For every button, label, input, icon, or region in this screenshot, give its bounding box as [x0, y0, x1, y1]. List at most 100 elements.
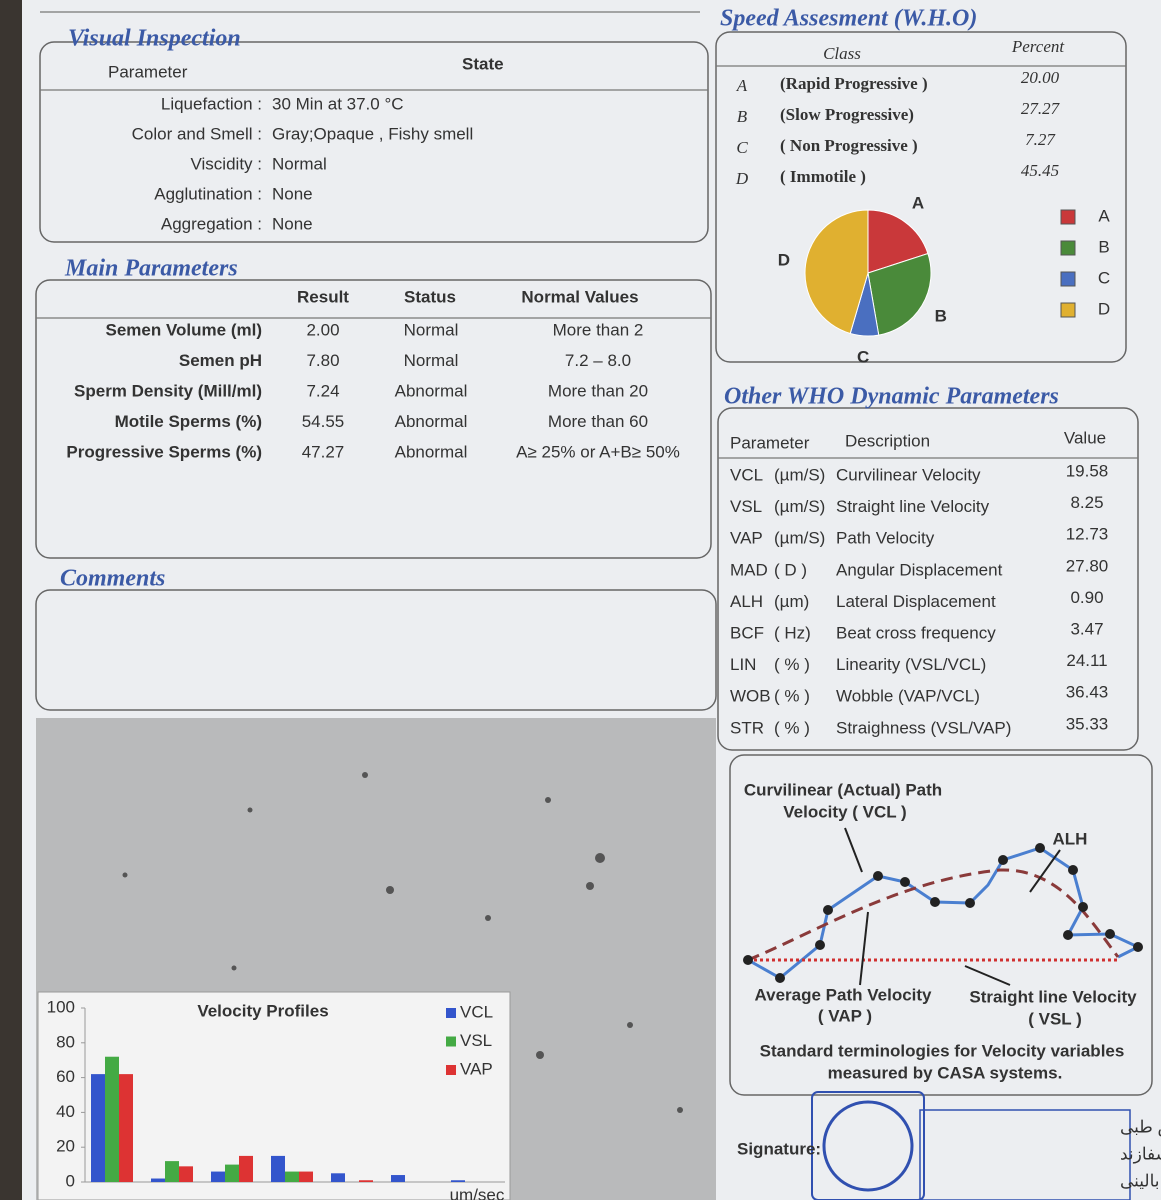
- row-label: Semen Volume (ml): [106, 320, 263, 339]
- column-header: State: [462, 54, 504, 73]
- visual-box: [39, 41, 709, 243]
- column-header: Status: [404, 287, 456, 306]
- param-code: BCF: [730, 623, 764, 642]
- photo-edge: [0, 0, 22, 1200]
- row-value: Gray;Opaque , Fishy smell: [272, 124, 473, 143]
- section-title: Speed Assesment (W.H.O): [720, 6, 977, 32]
- param-value: 36.43: [1066, 683, 1109, 702]
- y-tick-label: 100: [47, 997, 75, 1016]
- diagram-text: ( VAP ): [818, 1006, 872, 1025]
- legend-label: D: [1098, 299, 1110, 318]
- bar: [151, 1178, 165, 1182]
- diagram-text: measured by CASA systems.: [828, 1063, 1063, 1082]
- param-unit: (µm): [774, 592, 809, 611]
- param-code: ALH: [730, 592, 763, 611]
- bar: [271, 1155, 285, 1182]
- class-code: B: [737, 107, 748, 126]
- y-tick-label: 80: [56, 1032, 75, 1051]
- column-header: Value: [1064, 428, 1106, 447]
- stamp-text: دکتر محمدمهدی شفازند: [1120, 1144, 1161, 1164]
- param-value: 27.80: [1066, 556, 1109, 575]
- param-code: VAP: [730, 529, 763, 548]
- bar: [285, 1171, 299, 1182]
- diagram-box: [729, 754, 1153, 1096]
- legend-swatch: [1060, 240, 1076, 256]
- other-box: [717, 407, 1139, 751]
- param-value: 19.58: [1066, 461, 1109, 480]
- param-unit: (µm/S): [774, 497, 825, 516]
- percent: 7.27: [1025, 130, 1056, 149]
- pie-label: B: [935, 306, 947, 325]
- normal-value: 7.2 – 8.0: [565, 351, 631, 370]
- row-label: Motile Sperms (%): [115, 412, 262, 431]
- row-value: None: [272, 184, 313, 203]
- result: 7.24: [306, 381, 339, 400]
- param-value: 3.47: [1070, 619, 1103, 638]
- normal-value: A≥ 25% or A+B≥ 50%: [516, 442, 680, 461]
- bar: [105, 1056, 119, 1182]
- param-desc: Straight line Velocity: [836, 497, 990, 516]
- status: Abnormal: [395, 381, 468, 400]
- pie-slice: [867, 209, 929, 274]
- diagram-text: Standard terminologies for Velocity vari…: [760, 1041, 1125, 1060]
- comments-box: [35, 589, 717, 711]
- stamp-logo: [811, 1091, 925, 1200]
- column-header: Normal Values: [521, 287, 638, 306]
- legend-swatch: [1060, 302, 1076, 318]
- param-code: VCL: [730, 465, 763, 484]
- param-unit: ( % ): [774, 718, 810, 737]
- column-header: Parameter: [730, 433, 810, 452]
- row-label: Color and Smell :: [132, 124, 262, 143]
- diagram-text: Average Path Velocity: [754, 985, 932, 1004]
- diagram-text: Velocity ( VCL ): [783, 802, 906, 821]
- bar: [119, 1074, 133, 1182]
- column-header: Class: [823, 44, 861, 63]
- legend-swatch: [1060, 271, 1076, 287]
- legend-label: VCL: [460, 1002, 493, 1021]
- param-unit: (µm/S): [774, 465, 825, 484]
- param-desc: Straighness (VSL/VAP): [836, 718, 1011, 737]
- bar: [299, 1171, 313, 1182]
- diagram-text: Curvilinear (Actual) Path: [744, 780, 942, 799]
- class-code: C: [736, 138, 748, 157]
- stamp-frame: [919, 1109, 1131, 1200]
- class-code: D: [735, 169, 749, 188]
- column-header: Result: [297, 287, 349, 306]
- row-label: Progressive Sperms (%): [66, 442, 262, 461]
- diagram-text: ALH: [1053, 829, 1088, 848]
- y-tick-label: 60: [56, 1067, 75, 1086]
- param-unit: ( D ): [774, 560, 807, 579]
- bar: [91, 1074, 105, 1182]
- percent: 20.00: [1021, 68, 1060, 87]
- status: Abnormal: [395, 412, 468, 431]
- param-value: 8.25: [1070, 493, 1103, 512]
- pie-label: D: [778, 250, 790, 269]
- legend-label: A: [1098, 206, 1110, 225]
- section-title: Comments: [60, 566, 165, 592]
- class-name: (Slow Progressive): [780, 105, 914, 124]
- param-desc: Curvilinear Velocity: [836, 465, 981, 484]
- result: 7.80: [306, 351, 339, 370]
- param-unit: ( % ): [774, 687, 810, 706]
- legend-swatch: [1060, 209, 1076, 225]
- row-label: Sperm Density (Mill/ml): [74, 381, 262, 400]
- row-label: Agglutination :: [154, 184, 262, 203]
- sperm-dots: [122, 772, 683, 1113]
- stamp-text: دکترای علوم آزمایشگاهی بالینی: [1120, 1169, 1161, 1191]
- normal-value: More than 2: [553, 320, 644, 339]
- pie-label: C: [857, 347, 869, 366]
- row-value: Normal: [272, 154, 327, 173]
- legend-swatch: [446, 1065, 456, 1075]
- param-code: WOB: [730, 687, 771, 706]
- param-desc: Linearity (VSL/VCL): [836, 655, 986, 674]
- x-axis-label: um/sec: [450, 1185, 505, 1200]
- legend-label: VSL: [460, 1031, 492, 1050]
- y-tick-label: 40: [56, 1102, 75, 1121]
- class-name: (Rapid Progressive ): [780, 74, 928, 93]
- y-tick-label: 0: [66, 1171, 75, 1190]
- y-tick-label: 20: [56, 1137, 75, 1156]
- bar: [359, 1180, 373, 1182]
- velocity-diagram: [743, 827, 1143, 986]
- section-title: Other WHO Dynamic Parameters: [724, 384, 1059, 410]
